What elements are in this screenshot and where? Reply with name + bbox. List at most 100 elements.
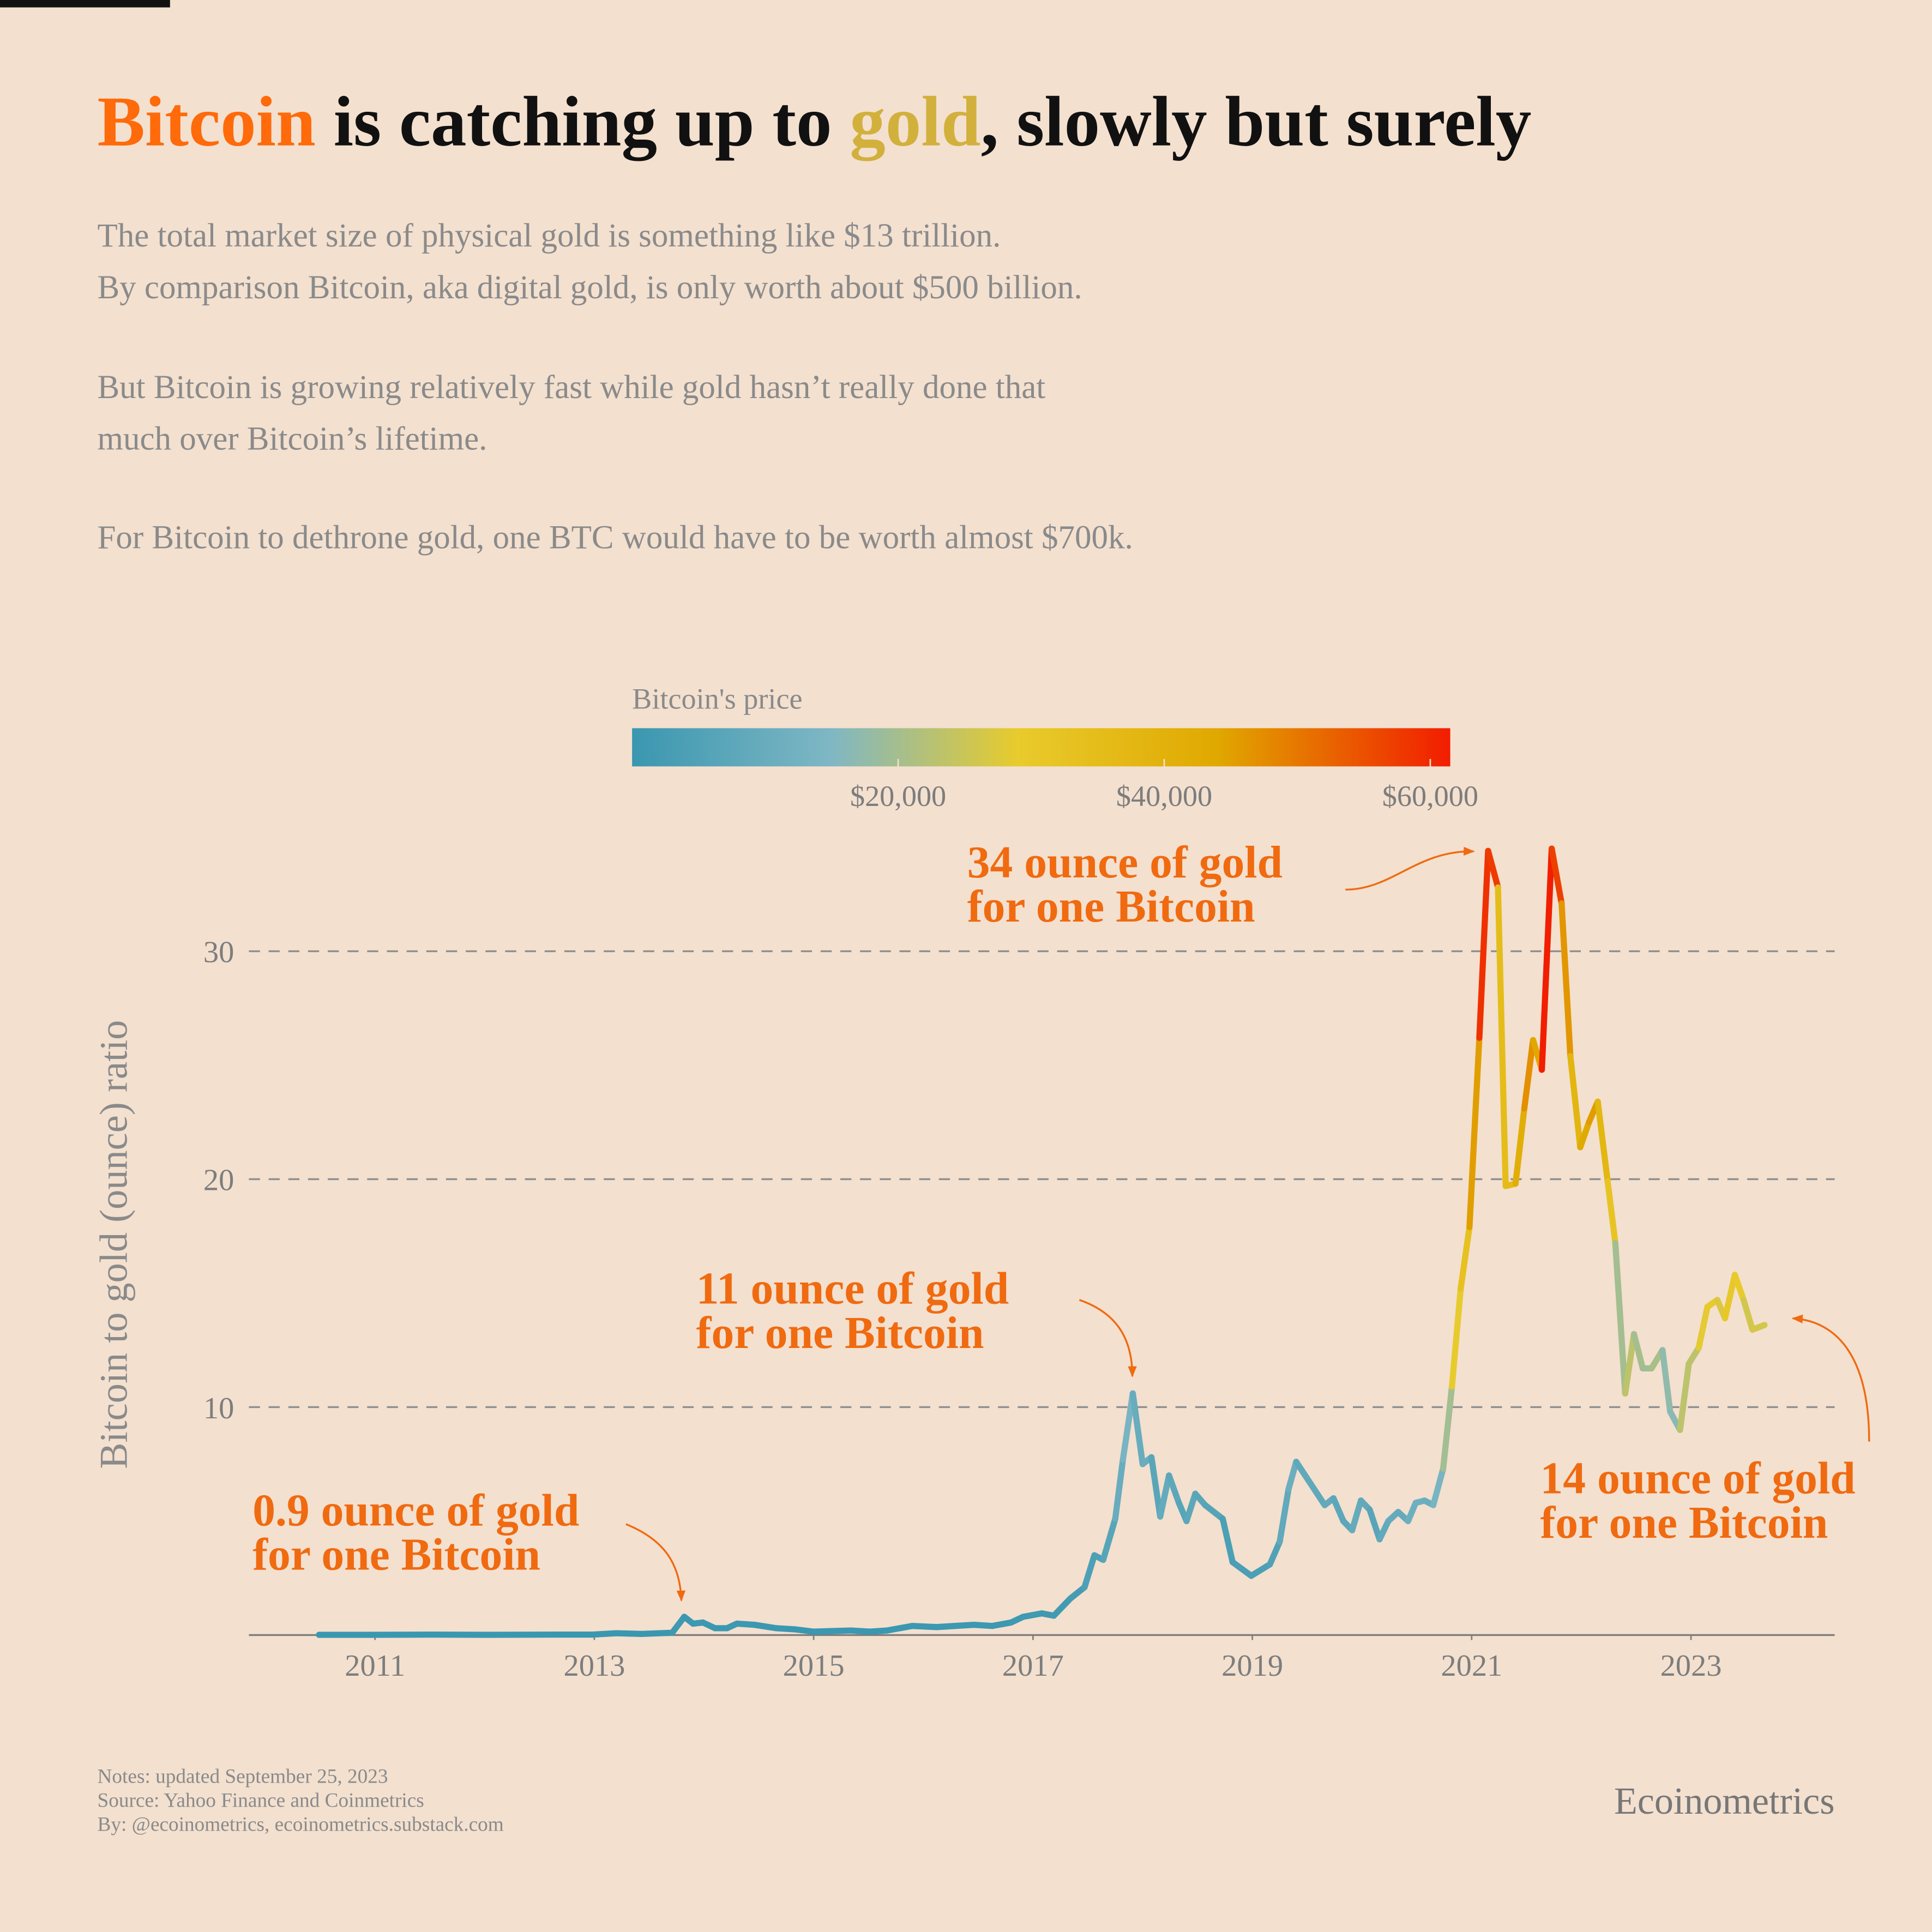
colorbar-tick-label: $20,000 [850,780,946,812]
y-tick-label: 30 [203,936,234,970]
line-segment [1248,1561,1273,1579]
line-segment [1293,1459,1328,1508]
line-segment [1749,1322,1768,1333]
line-segment [1476,847,1491,1041]
line-segment [909,1623,940,1630]
annotation: for one Bitcoin [696,1308,984,1358]
line-segment [1129,1390,1146,1467]
title-part: , slowly but surely [981,82,1532,161]
plot-area: 10 20 30 2011 2013 2015 2017 2019 2021 2023 Bitcoi… [92,682,1835,1683]
title-part: Bitcoin [98,82,316,161]
annotation: 11 ounce of gold [696,1264,1009,1314]
line-segment [1020,1610,1045,1620]
line-segment [1722,1272,1738,1322]
line-segment [1622,1331,1638,1397]
line-segment [1405,1500,1419,1525]
x-tick-label: 2015 [783,1649,845,1683]
colorbar [632,728,1450,767]
line-segment [1349,1497,1364,1533]
line-segment [1577,1119,1592,1151]
colorbar-tick-label: $60,000 [1382,780,1478,812]
x-tick-label: 2021 [1441,1649,1502,1683]
line-segment [933,1621,977,1630]
line-segment [1538,845,1555,1073]
y-axis-label: Bitcoin to gold (ounce) ratio [92,1020,136,1469]
line-segment [1548,845,1565,907]
line-segment [589,1630,619,1638]
line-segment [1148,1454,1164,1520]
line-segment [1267,1538,1283,1568]
line-segment [1558,900,1574,1060]
annotation-arrow [1079,1299,1137,1377]
line-segment [1202,1502,1226,1522]
line-segment [1485,847,1501,890]
line-segment [1686,1345,1702,1367]
line-segment [1367,1506,1383,1543]
y-tick-label: 20 [203,1164,234,1197]
top-bar [0,0,170,8]
line-segment [613,1630,645,1638]
annotation: 34 ounce of gold [967,838,1283,888]
colorbar-title: Bitcoin's price [632,682,802,715]
annotation: for one Bitcoin [252,1530,540,1580]
line-segment [792,1626,817,1635]
line-segment [1183,1490,1199,1525]
x-tick-label: 2011 [345,1649,405,1683]
line-segment [1659,1347,1674,1415]
annotation-arrow [1791,1314,1870,1442]
annotation: 14 ounce of gold [1540,1454,1855,1504]
line-segment [669,1614,688,1636]
line-segment [1219,1515,1236,1566]
subtitle-line: For Bitcoin to dethrone gold, one BTC wo… [98,520,1133,556]
title-part: gold [850,82,980,161]
line-segment [1594,1098,1611,1185]
brand: Ecoinometrics [1614,1780,1834,1822]
subtitle: The total market size of physical gold i… [98,218,1133,556]
note-line: By: @ecoinometrics, ecoinometrics.substa… [98,1814,504,1836]
line-segment [1521,1037,1537,1112]
line-segment [751,1621,780,1632]
line-segment [1512,1105,1527,1187]
annotation-arrow [1345,846,1475,891]
line-segment [1376,1518,1392,1543]
subtitle-line: But Bitcoin is growing relatively fast w… [98,369,1046,406]
chart-title: Bitcoin is catching up to gold, slowly b… [98,82,1532,161]
notes: Notes: updated September 25, 2023Source:… [98,1766,504,1836]
line-segment [638,1629,676,1638]
annotation: for one Bitcoin [1540,1498,1828,1548]
line-segment [1740,1297,1756,1333]
line-segment [1604,1178,1618,1247]
line-segment [1166,1472,1182,1506]
line-segment [1612,1239,1629,1397]
line-segment [1448,1285,1464,1390]
line-segment [1100,1515,1118,1563]
annotation-arrow [625,1523,686,1602]
line-segment [1285,1459,1299,1492]
x-tick-label: 2013 [563,1649,625,1683]
line-segment [1050,1595,1074,1619]
line-segment [1677,1361,1692,1433]
line-segment [1157,1472,1172,1520]
line-segment [1112,1456,1126,1522]
title-part: is catching up to [316,82,850,161]
line-segment [989,1619,1014,1629]
line-segment [1731,1272,1747,1303]
line-segment [1695,1303,1711,1351]
line-segment [1567,1053,1584,1151]
line-segment [1458,1224,1473,1292]
line-segment [847,1627,873,1635]
line-segment [773,1625,798,1633]
note-line: Source: Yahoo Finance and Coinmetrics [98,1790,424,1812]
y-tick-label: 10 [203,1392,234,1425]
note-line: Notes: updated September 25, 2023 [98,1766,388,1788]
line-segment [1330,1495,1347,1525]
line-segment [1430,1465,1447,1508]
subtitle-line: much over Bitcoin’s lifetime. [98,421,487,458]
subtitle-line: The total market size of physical gold i… [98,218,1001,254]
line-segment [1277,1486,1292,1545]
line-segment [884,1623,916,1634]
line-segment [1081,1552,1098,1591]
annotation: 0.9 ounce of gold [252,1485,579,1536]
colorbar-tick-label: $40,000 [1116,780,1212,812]
